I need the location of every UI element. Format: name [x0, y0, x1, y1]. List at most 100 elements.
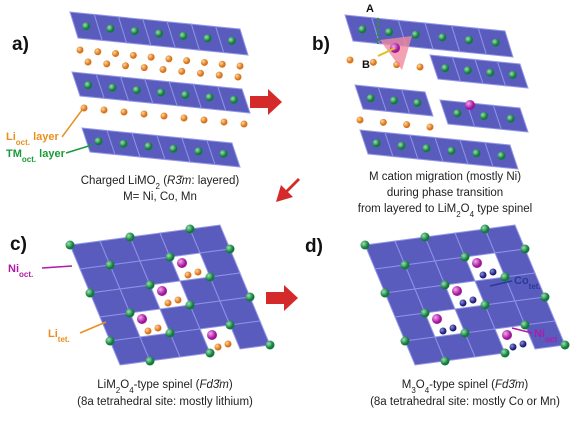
atom — [480, 112, 488, 120]
text-part: O — [461, 203, 470, 215]
atom — [144, 142, 153, 151]
text-part: 2 — [456, 210, 461, 219]
text-part: ( — [160, 175, 167, 187]
atom — [390, 96, 398, 105]
panel-label: a) — [12, 34, 29, 55]
text-part: Fd3̄m — [495, 379, 525, 391]
text-part: M= Ni, Co, Mn — [123, 191, 197, 203]
atom — [205, 348, 215, 358]
atom — [225, 320, 235, 330]
atom — [185, 300, 195, 310]
atom — [154, 324, 162, 332]
atom — [157, 88, 165, 97]
atom — [502, 330, 512, 340]
atom — [165, 328, 175, 338]
atom — [452, 286, 462, 296]
atom — [400, 336, 410, 346]
atom — [177, 258, 187, 268]
pointer-line — [65, 144, 93, 154]
text-part: Charged LiMO — [81, 175, 156, 187]
atom — [140, 64, 148, 72]
pointer-line — [79, 321, 107, 334]
atom — [486, 68, 495, 77]
atom — [165, 55, 173, 63]
text-part: oct. — [19, 270, 33, 279]
caption: during phase transition — [387, 187, 503, 199]
text-part: (8a tetrahedral site: mostly Co or Mn) — [370, 396, 560, 408]
atom — [103, 60, 111, 68]
atom — [194, 268, 202, 276]
atom — [460, 252, 470, 262]
atom — [465, 36, 473, 44]
annotation: Litet. — [48, 328, 70, 344]
atom — [441, 64, 450, 73]
pointer-line — [511, 327, 533, 334]
atom — [205, 272, 215, 282]
atom — [200, 116, 208, 124]
atom — [147, 53, 155, 61]
text-part: LiM — [97, 379, 116, 391]
atom — [560, 340, 570, 350]
atom — [234, 73, 242, 81]
text-part: oct — [545, 335, 557, 344]
atom — [145, 280, 155, 290]
text-part: 2 — [156, 182, 161, 191]
atom — [174, 296, 182, 304]
atom — [85, 288, 95, 298]
atom — [508, 70, 517, 79]
crystal-art — [65, 11, 570, 366]
atom — [157, 286, 167, 296]
octahedron — [229, 320, 271, 350]
text-part: layer — [36, 148, 65, 160]
annotation: B — [362, 59, 370, 71]
atom — [453, 109, 462, 118]
text-part: -type spinel ( — [134, 379, 200, 391]
atom — [125, 232, 135, 242]
atom — [519, 340, 527, 348]
atom — [397, 141, 406, 150]
atom — [84, 58, 92, 66]
atom — [106, 24, 115, 33]
atom — [236, 62, 244, 70]
atom — [220, 118, 228, 126]
pointer-line — [489, 280, 513, 287]
text-part: Fd3̄m — [199, 379, 229, 391]
text-part: M cation migration (mostly Ni) — [369, 171, 521, 183]
atom — [183, 57, 191, 65]
atom — [76, 46, 84, 54]
atom — [80, 104, 88, 112]
text-part: O — [120, 379, 129, 391]
atom — [463, 66, 472, 75]
annotation: Nioct. — [8, 263, 33, 279]
text-part: from layered to LiM — [358, 203, 456, 215]
atom — [105, 336, 115, 346]
text-part: M — [402, 379, 412, 391]
panel-label: d) — [305, 236, 323, 257]
atom — [372, 139, 381, 148]
atom — [366, 94, 375, 103]
atom — [440, 356, 450, 366]
text-part: 4 — [470, 210, 475, 219]
atom — [145, 356, 155, 366]
atom — [229, 95, 238, 104]
text-part: during phase transition — [387, 187, 503, 199]
atom — [207, 330, 217, 340]
atom — [416, 63, 424, 71]
atom — [420, 308, 430, 318]
atom — [369, 58, 377, 66]
atom — [400, 260, 410, 270]
text-part: tet. — [529, 282, 541, 291]
atom — [155, 29, 163, 38]
atom — [439, 327, 447, 335]
atom — [119, 139, 128, 148]
caption: M= Ni, Co, Mn — [123, 191, 197, 203]
text-part: (8a tetrahedral site: mostly lithium) — [77, 396, 253, 408]
atom — [159, 66, 167, 73]
text-part: oct. — [22, 155, 36, 164]
path-arrow — [377, 47, 396, 57]
atom — [520, 320, 530, 330]
caption: M cation migration (mostly Ni) — [369, 171, 521, 183]
atom — [411, 30, 420, 39]
atom — [356, 116, 364, 124]
annotation: Cotet. — [514, 275, 541, 291]
